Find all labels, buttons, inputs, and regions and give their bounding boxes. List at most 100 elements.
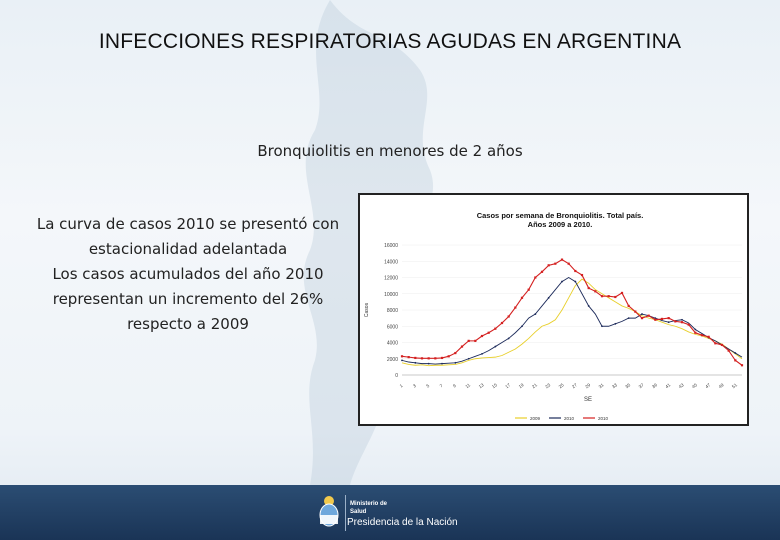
y-axis-label: Casos — [364, 302, 370, 317]
data-point — [467, 339, 470, 342]
x-tick-label: 31 — [598, 382, 605, 389]
page-title: INFECCIONES RESPIRATORIAS AGUDAS EN ARGE… — [98, 30, 682, 53]
y-tick-label: 0 — [395, 373, 398, 379]
data-point — [641, 313, 643, 315]
data-point — [694, 331, 697, 334]
data-point — [520, 296, 524, 299]
data-point — [474, 339, 477, 342]
data-point — [574, 269, 577, 273]
data-point — [614, 295, 617, 299]
data-point — [574, 280, 577, 283]
data-point — [727, 349, 730, 352]
data-point — [494, 345, 497, 348]
data-point — [680, 321, 684, 324]
data-point — [687, 323, 690, 326]
data-point — [601, 325, 603, 328]
data-point — [707, 335, 710, 338]
x-tick-label: 43 — [678, 382, 685, 389]
data-point — [561, 280, 563, 283]
x-tick-label: 45 — [691, 382, 698, 389]
paragraph-increment: Los casos acumulados del año 2010 repres… — [52, 265, 324, 333]
data-point — [667, 321, 670, 324]
data-point — [440, 356, 444, 360]
data-point — [560, 258, 564, 261]
data-point — [427, 362, 430, 365]
x-tick-label: 49 — [718, 382, 725, 389]
data-point — [434, 357, 437, 360]
x-tick-label: 29 — [584, 382, 591, 389]
x-tick-label: 33 — [611, 382, 618, 389]
data-point — [454, 361, 457, 364]
x-tick-label: 5 — [425, 383, 430, 389]
grid — [402, 244, 742, 376]
data-point — [654, 317, 657, 320]
page-subtitle: Bronquiolitis en menores de 2 años — [257, 142, 523, 160]
data-point — [540, 270, 544, 273]
data-point — [514, 306, 517, 309]
footer-divider — [345, 495, 346, 531]
chart-frame: Casos por semana de Bronquiolitis. Total… — [358, 193, 749, 426]
y-tick-label: 8000 — [387, 308, 398, 314]
series-line-2 — [401, 258, 743, 366]
x-tick-label: 17 — [504, 382, 511, 389]
y-tick-label: 6000 — [387, 324, 398, 330]
x-tick-label: 39 — [651, 382, 658, 389]
data-point — [480, 334, 484, 338]
data-point — [660, 317, 664, 321]
data-point — [407, 356, 410, 359]
chart-title: Casos por semana de Bronquiolitis. Total… — [477, 211, 644, 220]
data-point — [580, 273, 584, 277]
national-crest-icon — [319, 496, 339, 527]
data-point — [640, 317, 644, 320]
data-point — [400, 355, 404, 358]
data-point — [667, 317, 670, 320]
data-point — [654, 318, 657, 321]
x-axis-label: SE — [584, 397, 592, 403]
y-tick-labels: 0 2000 4000 6000 8000 10000 12000 14000 16000 — [384, 243, 398, 379]
data-point — [494, 327, 497, 330]
legend-label: 2010 — [564, 416, 575, 421]
x-tick-label: 23 — [544, 382, 551, 389]
x-tick-label: 37 — [638, 382, 645, 389]
legend-label: 2010 — [598, 416, 609, 421]
data-point — [414, 361, 417, 364]
data-point — [507, 337, 510, 340]
y-tick-label: 16000 — [384, 243, 398, 249]
x-tick-labels: 1 3 5 7 9 11 13 15 17 19 21 23 25 27 29 31 33 35 37 39 41 43 4… — [399, 382, 739, 389]
presidency-label: Presidencia de la Nación — [347, 517, 458, 528]
data-point — [447, 355, 450, 358]
paragraph-seasonality: La curva de casos 2010 se presentó con e… — [36, 215, 340, 258]
x-tick-label: 9 — [452, 383, 457, 389]
body-text: La curva de casos 2010 se presentó con e… — [28, 212, 348, 337]
x-tick-label: 51 — [731, 382, 738, 389]
data-point — [414, 356, 417, 360]
x-tick-label: 35 — [624, 382, 631, 389]
data-point — [700, 334, 704, 337]
data-point — [620, 291, 624, 295]
data-point — [647, 314, 650, 317]
series-line-1 — [401, 276, 743, 365]
data-point — [481, 352, 483, 355]
data-point — [734, 352, 737, 354]
legend-label: 2009 — [530, 416, 541, 421]
data-point — [500, 321, 504, 325]
x-tick-label: 1 — [399, 383, 404, 389]
series-line-0 — [401, 278, 743, 367]
data-point — [467, 357, 470, 360]
y-tick-label: 12000 — [384, 276, 398, 282]
data-point — [734, 359, 737, 362]
data-point — [614, 322, 617, 325]
data-point — [441, 362, 443, 365]
x-tick-label: 21 — [531, 382, 538, 389]
x-tick-label: 11 — [464, 382, 471, 389]
data-point — [720, 343, 724, 347]
y-tick-label: 14000 — [384, 259, 398, 265]
data-point — [694, 328, 697, 331]
ministry-line1: Ministerio de — [350, 501, 388, 507]
x-tick-label: 41 — [664, 382, 671, 389]
y-tick-label: 2000 — [387, 357, 398, 363]
y-tick-label: 10000 — [384, 292, 398, 298]
data-point — [627, 317, 630, 320]
x-tick-label: 25 — [558, 382, 565, 389]
y-tick-label: 4000 — [387, 341, 398, 347]
